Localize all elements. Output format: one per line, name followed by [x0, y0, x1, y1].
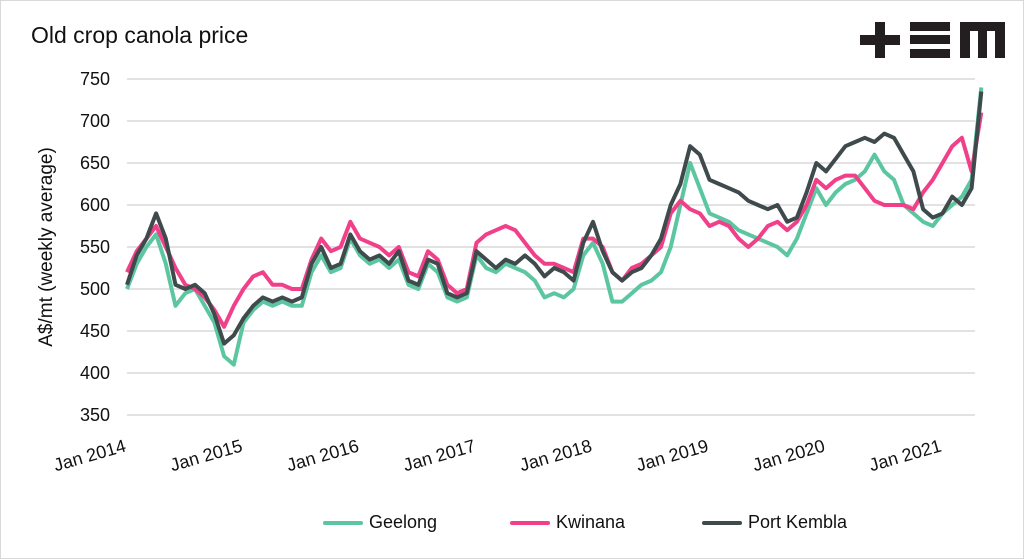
- chart-title: Old crop canola price: [31, 22, 249, 48]
- legend-item: Geelong: [323, 512, 437, 533]
- legend-item: Port Kembla: [702, 512, 847, 533]
- legend-label: Geelong: [369, 512, 438, 532]
- x-tick-label: Jan 2014: [51, 436, 128, 476]
- tem-logo: [860, 22, 1005, 58]
- y-tick-label: 500: [80, 279, 110, 299]
- y-tick-label: 750: [80, 69, 110, 89]
- x-tick-label: Jan 2018: [517, 436, 594, 476]
- series-line-kwinana: [125, 112, 984, 329]
- x-tick-label: Jan 2020: [750, 436, 827, 476]
- series-line-geelong: [125, 87, 984, 367]
- legend: Geelong Kwinana Port Kembla: [0, 512, 1024, 536]
- legend-swatch: [702, 520, 742, 525]
- y-tick-label: 350: [80, 405, 110, 425]
- legend-item: Kwinana: [510, 512, 625, 533]
- legend-swatch: [323, 520, 363, 525]
- y-tick-label: 450: [80, 321, 110, 341]
- y-tick-label: 650: [80, 153, 110, 173]
- legend-label: Kwinana: [556, 512, 626, 532]
- series-line-port-kembla: [125, 91, 984, 346]
- y-axis-label: A$/mt (weekly average): [36, 147, 57, 347]
- x-tick-label: Jan 2015: [168, 436, 245, 476]
- legend-label: Port Kembla: [748, 512, 848, 532]
- y-tick-label: 550: [80, 237, 110, 257]
- x-tick-label: Jan 2017: [401, 436, 478, 476]
- x-tick-label: Jan 2021: [867, 436, 944, 476]
- x-tick-label: Jan 2016: [284, 436, 361, 476]
- y-tick-label: 600: [80, 195, 110, 215]
- legend-swatch: [510, 520, 550, 525]
- x-tick-label: Jan 2019: [634, 436, 711, 476]
- y-tick-label: 700: [80, 111, 110, 131]
- y-tick-label: 400: [80, 363, 110, 383]
